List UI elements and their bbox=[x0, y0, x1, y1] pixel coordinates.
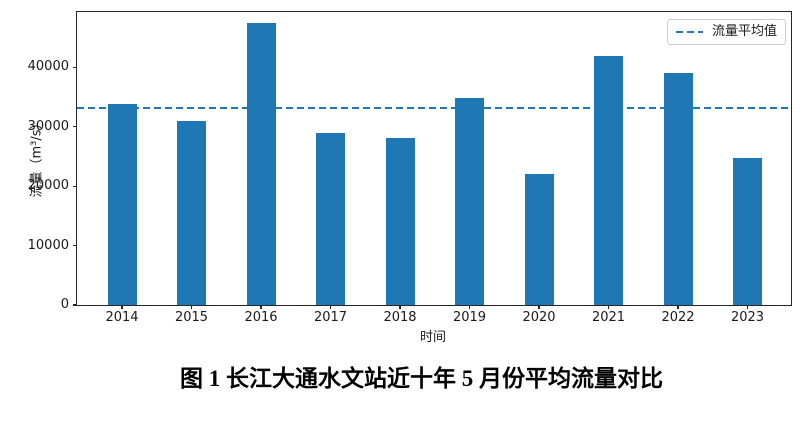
bar-2016 bbox=[246, 23, 276, 305]
x-tick-label-2019: 2019 bbox=[452, 310, 487, 325]
x-tick-mark-2022 bbox=[677, 305, 679, 309]
y-tick-mark-0 bbox=[73, 304, 77, 306]
legend-label: 流量平均值 bbox=[711, 24, 777, 39]
x-tick-mark-2020 bbox=[538, 305, 540, 309]
y-tick-mark-40000 bbox=[73, 66, 77, 68]
dashed-line-icon bbox=[675, 30, 703, 33]
y-tick-label-30000: 30000 bbox=[27, 118, 69, 134]
x-tick-mark-2014 bbox=[121, 305, 123, 309]
bar-2018 bbox=[385, 138, 415, 305]
x-tick-mark-2015 bbox=[190, 305, 193, 309]
x-tick-label-2015: 2015 bbox=[174, 310, 209, 325]
y-tick-label-20000: 20000 bbox=[27, 178, 69, 194]
y-tick-mark-20000 bbox=[73, 185, 77, 187]
x-tick-mark-2018 bbox=[399, 305, 401, 309]
bar-2022 bbox=[663, 72, 693, 305]
x-tick-mark-2019 bbox=[468, 305, 471, 309]
x-tick-mark-2017 bbox=[329, 305, 332, 309]
x-axis-label: 时间 bbox=[419, 330, 447, 345]
bar-2021 bbox=[594, 55, 623, 305]
bar-2014 bbox=[107, 104, 137, 305]
bar-2023 bbox=[733, 157, 762, 305]
x-tick-mark-2023 bbox=[746, 305, 749, 309]
y-axis-label: 流量（m³/s） bbox=[29, 116, 45, 198]
x-tick-label-2014: 2014 bbox=[105, 310, 139, 325]
x-tick-label-2017: 2017 bbox=[313, 310, 348, 325]
y-tick-mark-10000 bbox=[73, 244, 77, 247]
x-tick-mark-2016 bbox=[260, 305, 262, 309]
x-tick-mark-2021 bbox=[607, 305, 610, 309]
figure-caption: 图 1 长江大通水文站近十年 5 月份平均流量对比 bbox=[180, 366, 663, 391]
bar-2019 bbox=[455, 98, 484, 305]
x-tick-label-2020: 2020 bbox=[522, 310, 556, 325]
y-tick-label-40000: 40000 bbox=[27, 59, 69, 75]
x-tick-label-2018: 2018 bbox=[383, 310, 417, 325]
y-tick-label-10000: 10000 bbox=[27, 237, 69, 253]
y-tick-mark-30000 bbox=[73, 126, 77, 128]
y-tick-label-0: 0 bbox=[60, 297, 69, 312]
bar-2020 bbox=[524, 173, 554, 305]
x-tick-label-2023: 2023 bbox=[730, 310, 765, 325]
legend: 流量平均值 bbox=[666, 19, 786, 45]
bar-2015 bbox=[177, 120, 206, 305]
x-tick-label-2022: 2022 bbox=[661, 310, 695, 325]
x-tick-label-2021: 2021 bbox=[591, 310, 626, 325]
x-tick-label-2016: 2016 bbox=[244, 310, 278, 325]
plot-area: 流量平均值 2014 2015 2016 2017 2018 2019 2020 2021 20… bbox=[28, 11, 792, 324]
bar-2017 bbox=[316, 132, 345, 305]
average-flow-line bbox=[77, 106, 791, 109]
